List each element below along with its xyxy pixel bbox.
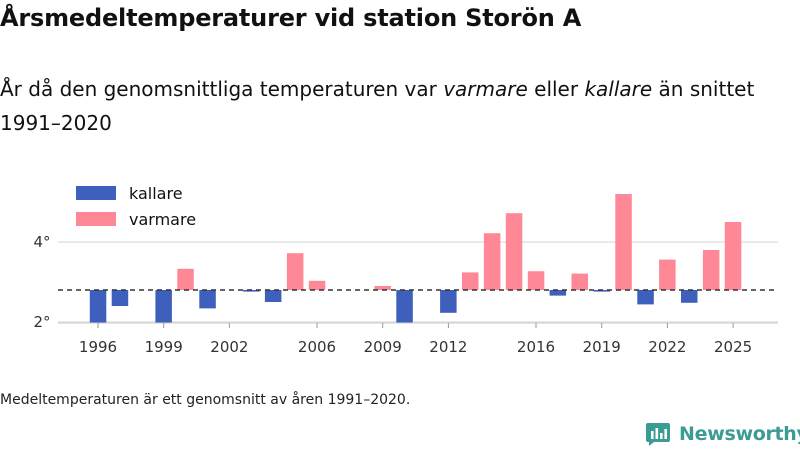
legend-swatch-kallare: [76, 186, 116, 200]
x-tick-label-2002: 2002: [210, 338, 248, 356]
x-tick-label-2022: 2022: [648, 338, 686, 356]
bar-chart: 2° 4° 1996 1999 2002 2006 2009 2012 2016 2019 2022…: [33, 184, 778, 356]
x-tick-label-1999: 1999: [145, 338, 183, 356]
bar-2014: [483, 233, 501, 290]
chart-title: Årsmedeltemperaturer vid station Storön …: [0, 4, 582, 32]
subtitle-warm-word: varmare: [443, 77, 528, 101]
axes: 2° 4° 1996 1999 2002 2006 2009 2012 2016 2019 2022…: [33, 233, 778, 356]
legend-label-varmare: varmare: [129, 210, 196, 229]
y-tick-label-4: 4°: [33, 233, 50, 251]
x-tick-label-2009: 2009: [364, 338, 402, 356]
bar-2016: [527, 271, 545, 290]
subtitle-text-before: År då den genomsnittliga temperaturen va…: [0, 77, 444, 101]
bar-2009: [374, 286, 391, 290]
newsworthy-logo-icon: [646, 423, 670, 446]
bar-2023: [681, 290, 698, 303]
bar-2013: [462, 272, 479, 290]
legend-swatch-varmare: [76, 212, 116, 226]
bars: [89, 194, 742, 324]
subtitle-text-after: än snittet 1991–2020: [0, 77, 755, 135]
bar-2005: [286, 253, 304, 290]
bar-2021: [637, 290, 654, 305]
x-tick-label-1996: 1996: [79, 338, 117, 356]
legend: kallare varmare: [76, 184, 196, 229]
brand-name: Newsworthy: [679, 423, 800, 445]
bar-1997: [111, 290, 129, 306]
bar-2001: [199, 290, 216, 309]
bar-2010: [396, 290, 413, 324]
brand-logo: Newsworthy: [645, 421, 800, 447]
bar-2024: [702, 250, 720, 290]
bar-2018: [571, 273, 588, 290]
x-tick-label-2025: 2025: [714, 338, 752, 356]
bar-2004: [264, 290, 282, 302]
bar-2006: [308, 280, 326, 290]
bar-1999: [155, 290, 172, 324]
x-tick-label-2012: 2012: [429, 338, 467, 356]
subtitle-text-middle: eller: [527, 77, 585, 101]
legend-label-kallare: kallare: [129, 184, 183, 203]
x-tick-label-2019: 2019: [583, 338, 621, 356]
bar-2025: [724, 222, 742, 290]
x-tick-label-2016: 2016: [517, 338, 555, 356]
bar-2022: [659, 259, 676, 290]
footnote: Medeltemperaturen är ett genomsnitt av å…: [0, 392, 411, 408]
y-tick-label-2: 2°: [33, 313, 50, 331]
bar-2017: [549, 290, 567, 296]
bar-2000: [177, 268, 194, 290]
gridlines: [58, 241, 778, 323]
subtitle-cold-word: kallare: [584, 77, 653, 101]
bar-2012: [440, 290, 457, 313]
bar-2020: [615, 194, 632, 290]
bar-1996: [89, 290, 107, 324]
x-tick-label-2006: 2006: [298, 338, 336, 356]
bar-2015: [505, 213, 523, 290]
chart-subtitle: År då den genomsnittliga temperaturen va…: [0, 72, 780, 140]
